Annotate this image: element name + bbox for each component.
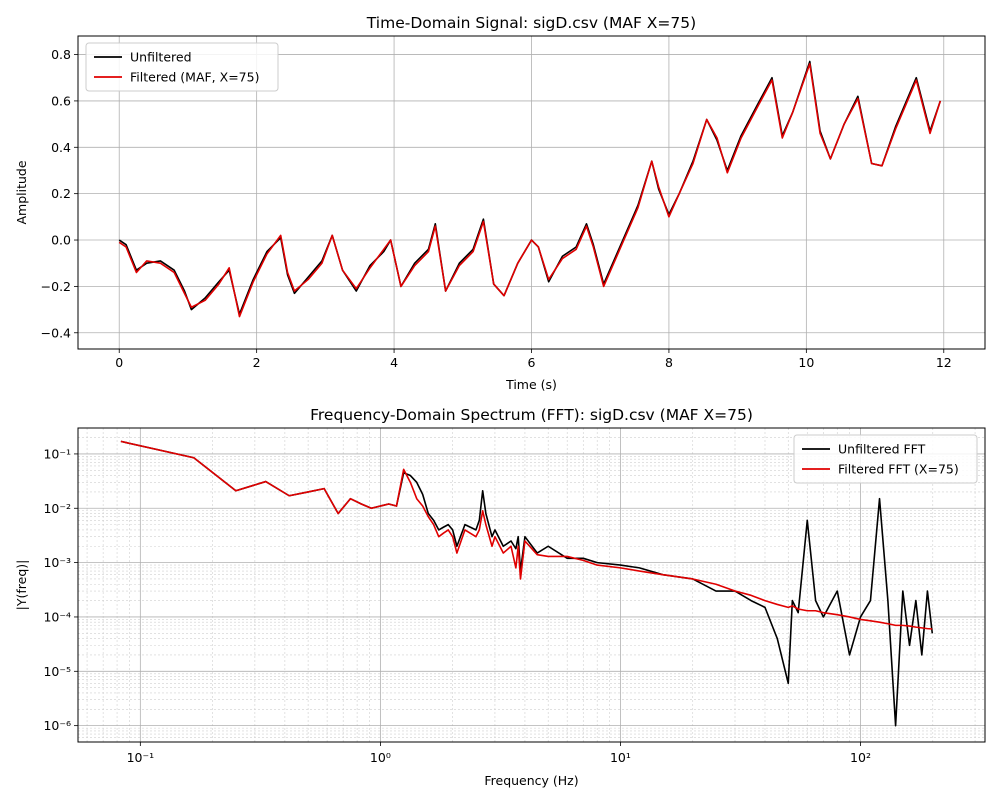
freq-y-tick-label: 10⁻³ [43, 555, 71, 570]
freq-y-tick-label: 10⁻⁶ [43, 718, 71, 733]
time-y-tick-label: 0.4 [51, 140, 71, 155]
freq-y-tick-label: 10⁻⁵ [43, 664, 71, 679]
time-y-tick-label: −0.4 [41, 325, 71, 340]
time-series-line-filtered [118, 63, 942, 318]
freq-y-axis-label: |Y(freq)| [14, 560, 29, 611]
freq-axes-frame [77, 427, 986, 743]
time-legend: Unfiltered Filtered (MAF, X=75) [85, 42, 279, 92]
time-x-tick-label: 6 [528, 355, 536, 370]
freq-x-tick-label: 10⁻¹ [127, 750, 155, 765]
time-domain-chart: 0 2 4 6 8 10 12 −0.4 −0.2 0.0 0.2 0.4 0.6 0.8 Time-Do… [14, 14, 986, 392]
freq-legend-label: Filtered FFT (X=75) [838, 462, 959, 477]
time-legend-label: Filtered (MAF, X=75) [130, 70, 259, 85]
time-y-axis-label: Amplitude [14, 160, 29, 224]
time-y-tick-label: 0.0 [51, 233, 71, 248]
time-x-tick-label: 2 [253, 355, 261, 370]
time-x-tick-label: 0 [115, 355, 123, 370]
time-chart-title: Time-Domain Signal: sigD.csv (MAF X=75) [366, 14, 696, 32]
freq-chart-title: Frequency-Domain Spectrum (FFT): sigD.cs… [310, 406, 753, 424]
time-y-tick-label: −0.2 [41, 279, 71, 294]
time-x-axis-label: Time (s) [505, 377, 557, 392]
freq-y-tick-label: 10⁻¹ [43, 446, 71, 461]
freq-x-tick-label: 10⁰ [370, 750, 391, 765]
freq-legend-label: Unfiltered FFT [838, 442, 926, 457]
time-x-tick-label: 8 [665, 355, 673, 370]
time-legend-box [85, 42, 279, 92]
freq-x-tick-label: 10² [850, 750, 871, 765]
time-x-tick-label: 4 [390, 355, 398, 370]
time-legend-label: Unfiltered [130, 50, 192, 65]
freq-legend-box [793, 434, 978, 484]
time-ticks: 0 2 4 6 8 10 12 −0.4 −0.2 0.0 0.2 0.4 0.6 0.8 [41, 47, 952, 370]
freq-series-line-filtered [120, 440, 933, 630]
time-x-tick-label: 10 [798, 355, 814, 370]
freq-y-tick-label: 10⁻² [43, 501, 71, 516]
freq-series-layer [120, 440, 934, 727]
time-series-layer [118, 60, 942, 318]
freq-ticks: 10⁻¹ 10⁰ 10¹ 10² 10⁻⁶ 10⁻⁵ 10⁻⁴ 10⁻³ 10⁻² 10⁻¹ [43, 446, 870, 765]
freq-y-tick-label: 10⁻⁴ [43, 609, 71, 624]
time-y-tick-label: 0.2 [51, 186, 71, 201]
freq-x-tick-label: 10¹ [610, 750, 631, 765]
time-y-tick-label: 0.6 [51, 93, 71, 108]
freq-x-axis-label: Frequency (Hz) [484, 773, 578, 788]
time-x-tick-label: 12 [936, 355, 952, 370]
time-y-tick-label: 0.8 [51, 47, 71, 62]
freq-legend: Unfiltered FFT Filtered FFT (X=75) [793, 434, 978, 484]
frequency-domain-chart: 10⁻¹ 10⁰ 10¹ 10² 10⁻⁶ 10⁻⁵ 10⁻⁴ 10⁻³ 10⁻² 10⁻¹ Fr… [14, 406, 986, 788]
